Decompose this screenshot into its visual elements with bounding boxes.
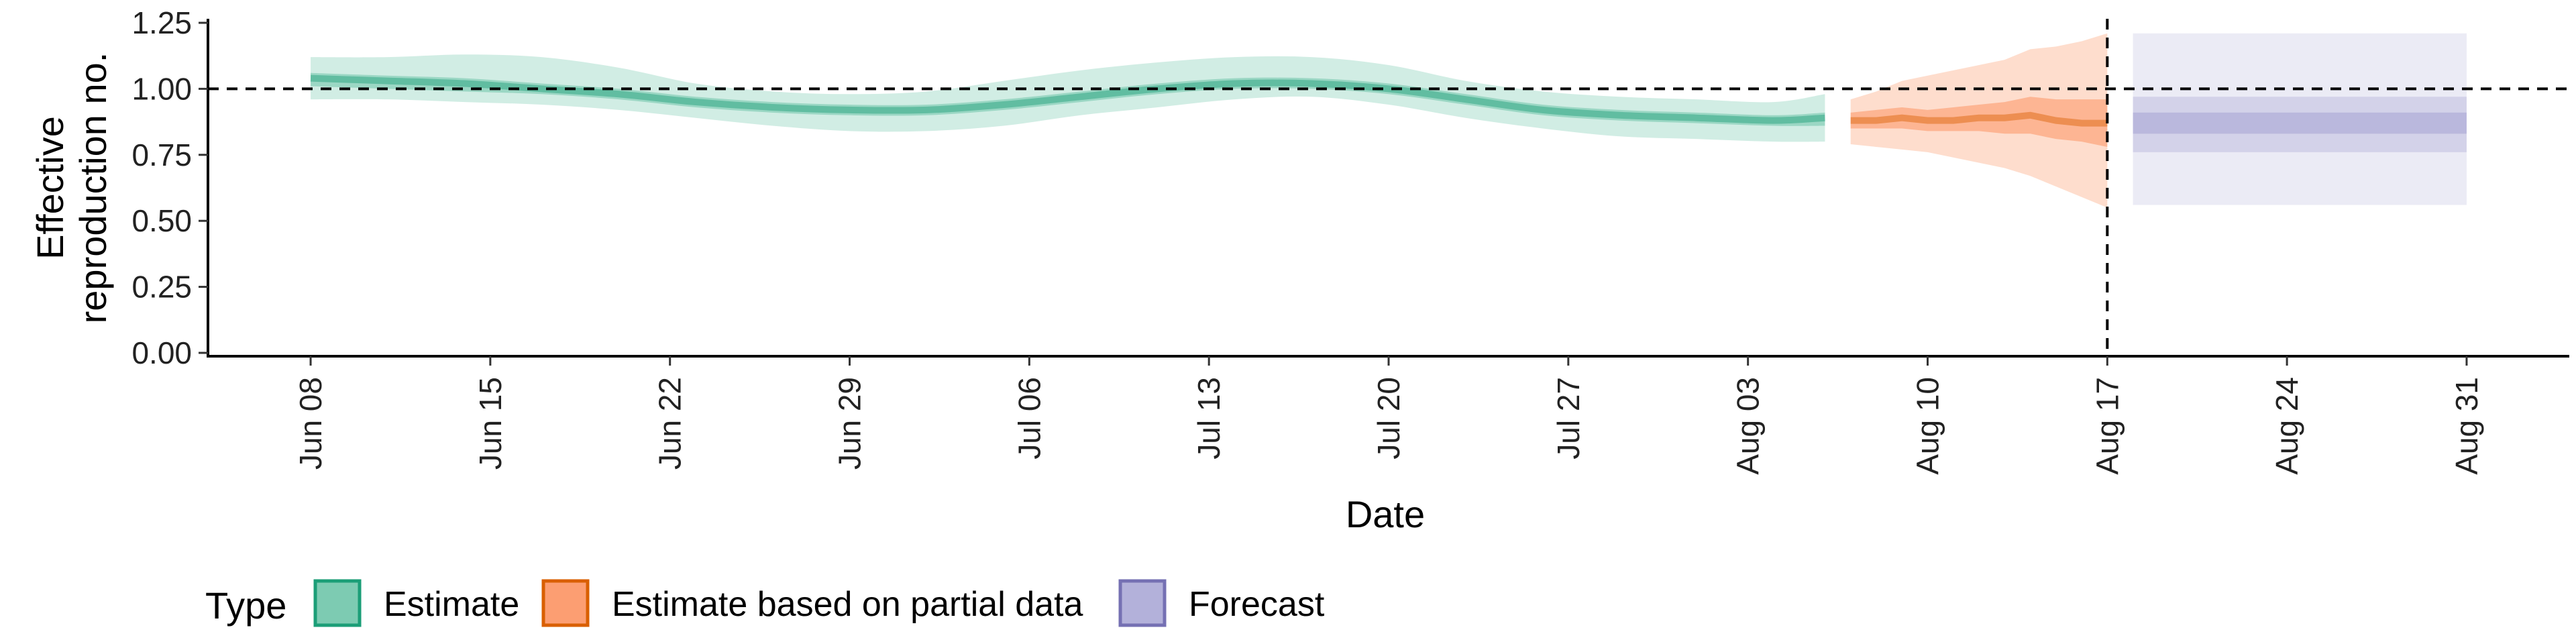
- estimate-band-50: [311, 72, 1825, 126]
- forecast-band-50: [2133, 112, 2467, 134]
- x-tick-label: Jul 06: [1012, 377, 1046, 460]
- legend-key-estimate-based-on-partial-data: [541, 579, 590, 627]
- y-axis-title-line: reproduction no.: [72, 52, 114, 324]
- y-tick-label: 0.25: [131, 270, 192, 305]
- x-tick-label: Jul 20: [1371, 377, 1406, 460]
- estimate-median-line: [310, 74, 1825, 124]
- legend-key-forecast: [1118, 579, 1167, 627]
- x-tick-label: Aug 17: [2090, 377, 2125, 475]
- x-axis-title: Date: [1346, 493, 1425, 535]
- legend-label-forecast: Forecast: [1189, 585, 1325, 624]
- legend-title: Type: [205, 584, 286, 627]
- legend: Type Estimate Estimate based on partial da…: [205, 579, 1325, 627]
- legend-key-estimate: [313, 579, 362, 627]
- x-tick-label: Aug 10: [1910, 377, 1945, 475]
- x-tick-label: Jun 22: [653, 377, 688, 470]
- legend-label-estimate: Estimate: [384, 585, 519, 624]
- series-estimate-based-on-partial-data: [1850, 33, 2108, 208]
- x-tick-label: Aug 03: [1731, 377, 1766, 475]
- legend-label-estimate-based-on-partial-data: Estimate based on partial data: [612, 585, 1083, 624]
- x-tick-label: Jul 27: [1551, 377, 1586, 460]
- x-tick-label: Jul 13: [1191, 377, 1226, 460]
- y-tick-label: 0.00: [131, 335, 192, 370]
- estimate-based-on-partial-data-band-50: [1850, 97, 2108, 147]
- series-forecast: [2133, 33, 2467, 205]
- y-axis-title: Effectivereproduction no.: [29, 52, 114, 324]
- x-tick-label: Jun 15: [473, 377, 508, 470]
- estimate-based-on-partial-data-median-line: [1850, 111, 2108, 127]
- x-tick-label: Jun 29: [833, 377, 867, 470]
- series-estimate: [310, 54, 1825, 142]
- x-tick-label: Aug 31: [2449, 377, 2484, 475]
- y-tick-label: 0.50: [131, 203, 192, 238]
- axes: 0.00 0.25 0.50 0.75 1.00 1.25 Jun 08 Jun 15 Jun …: [131, 5, 2569, 475]
- x-tick-label: Aug 24: [2269, 377, 2304, 475]
- y-tick-label: 1.25: [131, 5, 192, 40]
- y-tick-label: 0.75: [131, 138, 192, 172]
- plot-area: [208, 19, 2569, 356]
- x-tick-label: Jun 08: [293, 377, 328, 470]
- y-tick-label: 1.00: [131, 71, 192, 106]
- y-axis-title-line: Effective: [29, 116, 71, 260]
